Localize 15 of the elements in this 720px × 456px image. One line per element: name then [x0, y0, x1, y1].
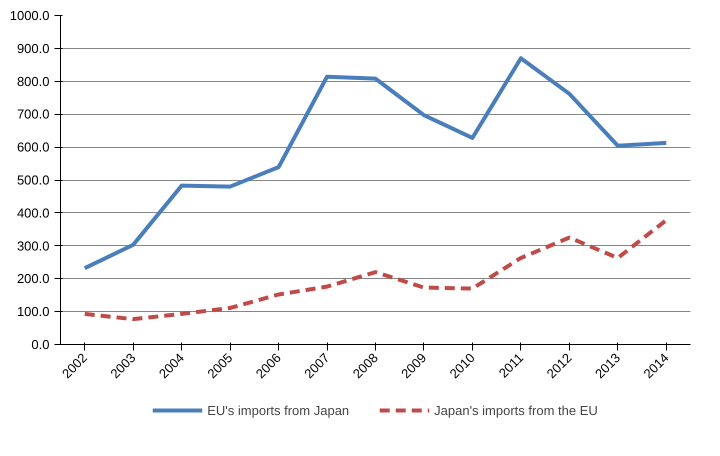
y-tick-label: 100.0 — [16, 304, 50, 320]
y-tick-label: 1000.0 — [10, 8, 50, 23]
legend-label: EU's imports from Japan — [207, 402, 350, 418]
line-series — [82, 218, 668, 322]
y-tick-label: 800.0 — [16, 74, 50, 89]
y-tick-label: 400.0 — [16, 205, 50, 220]
y-tick-label: 600.0 — [16, 140, 50, 155]
y-tick-label: 700.0 — [16, 106, 50, 122]
y-tick-label: 300.0 — [16, 238, 50, 254]
line-series — [82, 56, 668, 270]
legend-label: Japan's imports from the EU — [434, 402, 598, 418]
y-tick-label: 0.0 — [31, 337, 50, 352]
y-tick-label: 200.0 — [16, 271, 50, 286]
y-tick-label: 500.0 — [16, 172, 50, 188]
y-tick-label: 900.0 — [16, 40, 50, 56]
